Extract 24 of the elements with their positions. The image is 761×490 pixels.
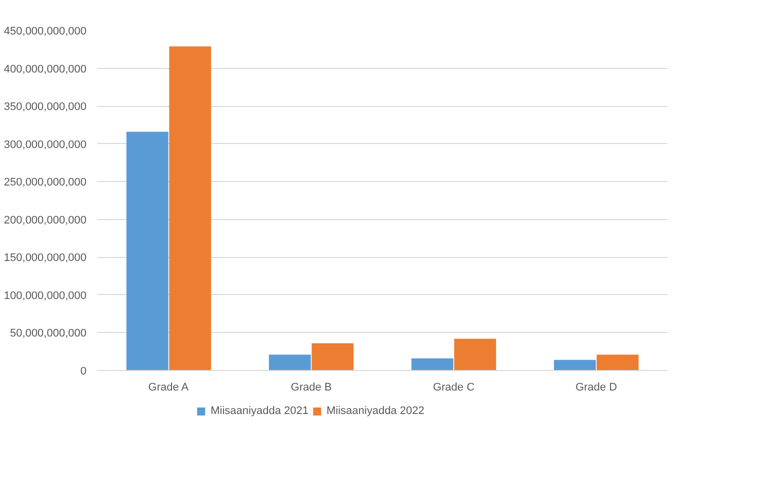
y-tick-label: 150,000,000,000 [4, 252, 87, 264]
bar [268, 354, 311, 370]
y-tick-label: 50,000,000,000 [10, 328, 87, 340]
x-tick-label: Grade A [148, 382, 190, 394]
y-tick-label: 400,000,000,000 [4, 63, 87, 76]
y-tick-label: 300,000,000,000 [4, 138, 87, 151]
x-tick-label: Grade B [290, 382, 332, 394]
bar [312, 343, 354, 370]
bar [126, 132, 168, 370]
legend-label: Miisaaniyadda 2022 [326, 404, 424, 418]
x-tick-label: Grade D [575, 382, 618, 394]
y-tick-label: 250,000,000,000 [4, 176, 87, 189]
y-tick-label: 100,000,000,000 [4, 290, 87, 302]
bar [169, 46, 212, 370]
x-tick-label: Grade C [432, 382, 475, 394]
bar [554, 360, 596, 370]
y-tick-label: 450,000,000,000 [4, 26, 87, 38]
bar [454, 338, 496, 370]
y-tick-label: 200,000,000,000 [4, 214, 87, 226]
y-tick-label: 350,000,000,000 [4, 101, 87, 114]
y-tick-label: 0 [80, 366, 87, 378]
legend-label: Miisaaniyadda 2021 [210, 404, 308, 418]
bar [411, 358, 454, 370]
bar [596, 354, 639, 370]
